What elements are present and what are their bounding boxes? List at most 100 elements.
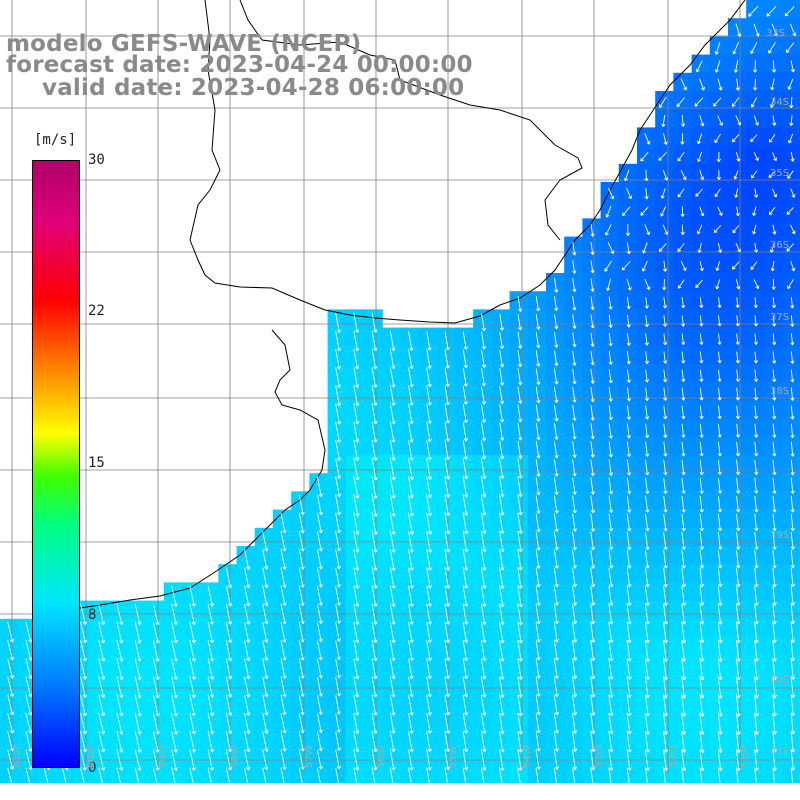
wind-cell [782, 145, 800, 165]
wind-arrow [608, 531, 614, 551]
wind-arrow [389, 767, 396, 789]
wind-arrow [644, 749, 650, 771]
wind-arrow [663, 621, 669, 644]
wind-arrow [244, 658, 251, 680]
wind-arrow [407, 567, 414, 589]
wind-arrow [790, 513, 795, 532]
wind-arrow [371, 712, 378, 734]
wind-arrow [280, 694, 287, 716]
wind-arrow [189, 621, 196, 644]
wind-arrow [335, 585, 341, 606]
wind-arrow [590, 477, 595, 495]
wind-arrow [717, 315, 722, 327]
wind-arrow [316, 713, 323, 734]
wind-arrow [152, 730, 160, 753]
wind-arrow [408, 676, 414, 698]
wind-arrow [408, 603, 414, 625]
wind-arrow [462, 440, 469, 460]
wind-arrow [353, 312, 360, 333]
wind-arrow [335, 421, 342, 443]
wind-arrow [262, 603, 269, 625]
wind-arrow [116, 767, 124, 789]
wind-arrow [389, 440, 396, 461]
wind-arrow [171, 585, 178, 607]
wind-arrow [766, 5, 777, 17]
coastline-west [79, 329, 326, 609]
wind-arrow [7, 658, 15, 679]
wind-arrow [786, 206, 794, 215]
wind-arrow [480, 712, 487, 734]
wind-arrow [735, 603, 741, 625]
wind-arrow [790, 351, 795, 364]
wind-arrow [262, 694, 269, 716]
wind-arrow [772, 405, 777, 420]
wind-arrow [353, 403, 360, 425]
wind-arrow [677, 151, 685, 162]
wind-arrow [681, 423, 686, 438]
wind-arrow [626, 730, 632, 753]
wind-arrow [735, 441, 741, 457]
wind-arrow [714, 41, 721, 55]
wind-arrow [353, 421, 360, 443]
wind-arrow [171, 621, 178, 644]
wind-arrow [735, 676, 741, 699]
wind-arrow [462, 658, 469, 680]
wind-arrow [462, 676, 469, 698]
wind-arrow [444, 367, 450, 387]
wind-arrow [790, 315, 795, 327]
wind-arrow [663, 694, 669, 717]
wind-arrow [553, 567, 559, 588]
wind-arrow [499, 494, 505, 516]
wind-arrow [353, 694, 360, 716]
wind-arrow [298, 676, 305, 697]
wind-arrow [786, 243, 794, 252]
wind-arrow [371, 512, 378, 535]
wind-arrow [444, 530, 451, 553]
wind-arrow [681, 730, 687, 753]
wind-arrow [244, 731, 251, 753]
lat-lon-grid [0, 0, 800, 772]
wind-arrow [626, 187, 633, 200]
wind-arrow [788, 133, 794, 144]
wind-arrow [262, 767, 269, 789]
wind-arrow [535, 640, 541, 661]
wind-arrow [753, 60, 758, 73]
wind-arrow [408, 731, 414, 753]
wind-arrow [642, 242, 648, 254]
wind-arrow [680, 206, 685, 217]
wind-arrow [298, 585, 305, 606]
wind-arrow [663, 351, 668, 364]
wind-arrow [189, 658, 196, 680]
wind-arrow [480, 476, 487, 498]
wind-arrow [262, 676, 269, 698]
wind-arrow [590, 658, 596, 680]
wind-arrow [535, 531, 541, 551]
wind-arrow [772, 477, 777, 494]
wind-arrow [754, 549, 759, 569]
wind-arrow [98, 603, 106, 626]
wind-arrow [772, 658, 777, 680]
lat-label: 36S [770, 240, 790, 251]
wind-arrow [590, 441, 595, 458]
lat-label: 34S [770, 97, 790, 108]
wind-arrow [371, 385, 378, 407]
wind-arrow [590, 621, 596, 643]
wind-arrow [389, 475, 396, 499]
wind-arrow [280, 713, 287, 734]
wind-arrow [298, 512, 305, 534]
wind-arrow [98, 712, 106, 735]
wind-arrow [444, 457, 451, 480]
wind-arrow [262, 622, 269, 643]
wind-arrow [717, 603, 723, 625]
wind-arrow [80, 621, 87, 644]
wind-arrow [681, 405, 686, 420]
wind-arrow [517, 458, 523, 479]
wind-arrow [298, 640, 305, 661]
wind-arrow [207, 694, 215, 717]
wind-arrow [590, 640, 596, 662]
wind-arrow [644, 658, 650, 680]
wind-arrow [771, 315, 777, 327]
wind-arrow [644, 694, 650, 717]
wind-arrow [699, 549, 705, 569]
wind-arrow [699, 694, 705, 717]
